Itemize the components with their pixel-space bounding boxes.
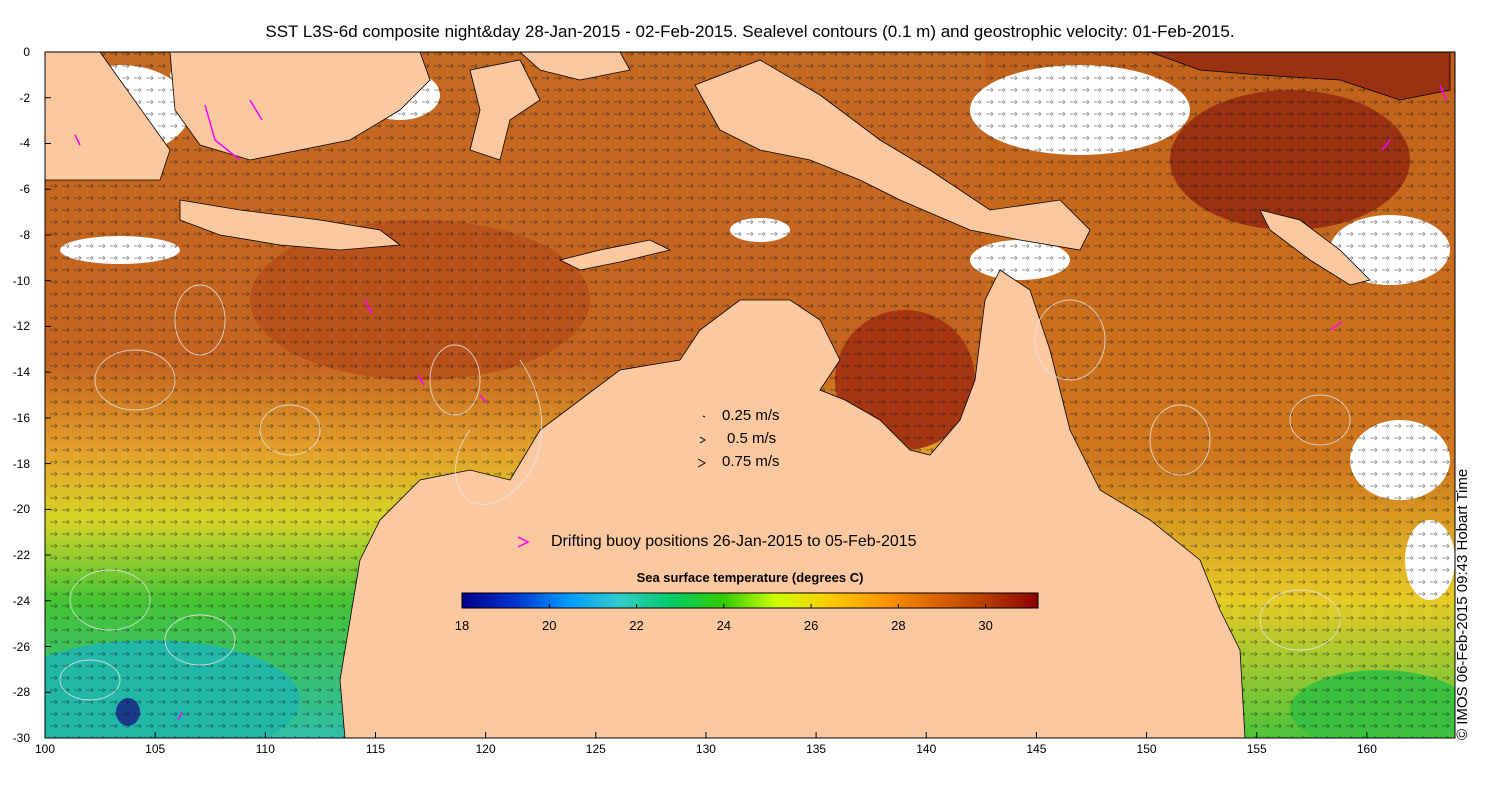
java-land: [179, 199, 402, 251]
x-tick-label: 150: [1136, 742, 1157, 756]
y-tick-label: -20: [12, 502, 30, 517]
y-tick-label: -6: [19, 182, 30, 197]
sulawesi-land: [469, 59, 541, 161]
plot-frame: [44, 51, 1456, 739]
colorbar-tick-label: 24: [716, 618, 732, 633]
colorbar-tick-label: 18: [454, 618, 470, 633]
borneo-land: [169, 52, 431, 161]
solomon-land: [1259, 209, 1371, 286]
velocity-legend-075: 0.75 m/s: [722, 453, 780, 470]
colorbar-tick-label: 20: [542, 618, 557, 633]
colorbar-tick-label: 30: [978, 618, 993, 633]
buoy-tracks: [74, 84, 1447, 721]
sumatra-land: [45, 52, 171, 181]
australia-land: [339, 269, 1246, 738]
sealevel-contours: [59, 284, 1351, 701]
colorbar-tick-label: 22: [629, 618, 644, 633]
colorbar-tick-label: 26: [803, 618, 819, 633]
x-tick-label: 100: [34, 742, 56, 756]
imos-credit: © IMOS 06-Feb-2015 09:43 Hobart Time: [1454, 468, 1471, 740]
velocity-legend-05: 0.5 m/s: [727, 430, 777, 447]
x-tick-label: 105: [145, 742, 166, 756]
y-tick-label: -30: [12, 731, 30, 745]
x-tick-label: 155: [1246, 742, 1267, 756]
y-tick-label: -2: [19, 90, 30, 105]
velocity-legend-025: 0.25 m/s: [722, 407, 780, 424]
buoy-legend-marker: [517, 536, 530, 548]
map-title: SST L3S-6d composite night&day 28-Jan-20…: [265, 22, 1235, 41]
x-tick-label: 130: [695, 742, 716, 756]
y-tick-label: -14: [12, 365, 30, 380]
y-tick-label: -8: [19, 227, 30, 242]
y-tick-label: -10: [12, 273, 30, 288]
buoy-legend-label: Drifting buoy positions 26-Jan-2015 to 0…: [551, 533, 917, 550]
y-tick-label: -22: [12, 548, 30, 563]
y-tick-label: -26: [12, 639, 30, 654]
y-axis-ticks: [45, 51, 51, 739]
colorbar-tick-label: 28: [891, 618, 906, 633]
timor-land: [558, 239, 672, 271]
land: [45, 52, 1451, 738]
x-tick-label: 140: [916, 742, 937, 756]
y-tick-label: -24: [12, 593, 30, 608]
philippines-land: [519, 52, 631, 81]
velocity-legend-arrows: [697, 415, 707, 468]
y-tick-label: -16: [12, 410, 30, 425]
y-tick-label: -4: [19, 136, 30, 151]
islands-east: [1149, 52, 1451, 101]
colorbar-ticks: [461, 604, 987, 608]
y-tick-label: 0: [23, 45, 30, 59]
x-tick-label: 125: [585, 742, 606, 756]
y-tick-label: -12: [12, 319, 30, 334]
colorbar-bar: [461, 592, 1039, 609]
x-tick-label: 135: [806, 742, 827, 756]
colorbar-title: Sea surface temperature (degrees C): [636, 570, 864, 585]
x-tick-label: 160: [1356, 742, 1377, 756]
x-tick-label: 115: [365, 742, 386, 756]
x-tick-label: 120: [475, 742, 496, 756]
x-tick-label: 110: [255, 742, 275, 756]
new-guinea-land: [694, 59, 1091, 251]
y-tick-label: -28: [12, 685, 30, 700]
x-tick-label: 145: [1026, 742, 1047, 756]
y-tick-label: -18: [12, 456, 30, 471]
x-axis-ticks: [44, 732, 1368, 738]
